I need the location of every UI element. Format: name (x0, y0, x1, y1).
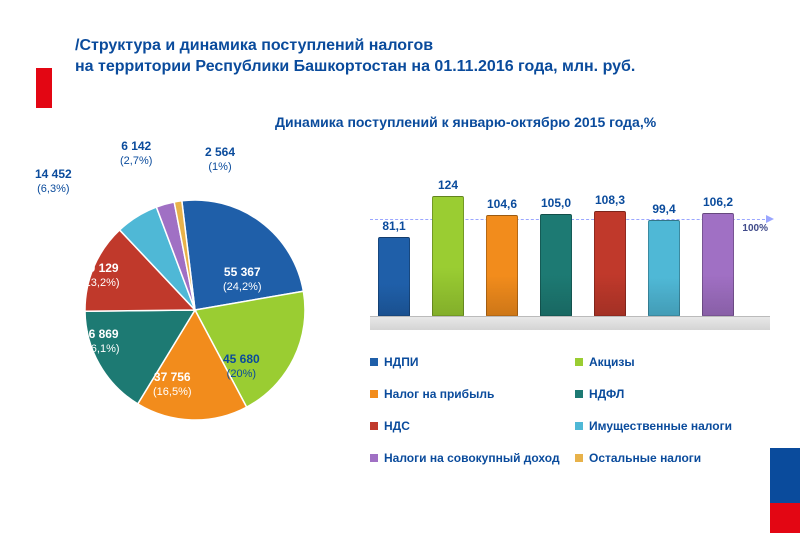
legend-item-n4: НДФЛ (575, 387, 770, 401)
bar-n6 (648, 220, 680, 316)
legend-swatch-n6 (575, 422, 583, 430)
bar-label-n1: 81,1 (369, 219, 419, 233)
bar-label-n5: 108,3 (585, 193, 635, 207)
title-line-2: на территории Республики Башкортостан на… (75, 57, 635, 78)
legend-swatch-n1 (370, 358, 378, 366)
accent-bar (36, 68, 52, 108)
legend-label-n7: Налоги на совокупный доход (384, 451, 560, 465)
legend-swatch-n4 (575, 390, 583, 398)
bar-chart: 100% 81,1 124 104,6 105,0 108,3 99,4 106,2 (370, 160, 770, 330)
legend-swatch-n3 (370, 390, 378, 398)
bar-label-n3: 104,6 (477, 197, 527, 211)
legend-label-n6: Имущественные налоги (589, 419, 732, 433)
pie-label-n2: 45 680(20%) (223, 353, 260, 381)
pie-slice-n4 (85, 310, 195, 404)
bar-n5 (594, 211, 626, 316)
legend-item-n7: Налоги на совокупный доход (370, 451, 565, 465)
legend-label-n2: Акцизы (589, 355, 635, 369)
legend-item-n8: Остальные налоги (575, 451, 770, 465)
pie-slice-n7 (156, 202, 195, 310)
legend-label-n3: Налог на прибыль (384, 387, 494, 401)
title-line-1: /Структура и динамика поступлений налого… (75, 36, 635, 57)
page-title: /Структура и динамика поступлений налого… (75, 36, 635, 78)
pie-label-n8: 2 564(1%) (205, 146, 235, 174)
bar-n3 (486, 215, 518, 316)
bar-label-n7: 106,2 (693, 195, 743, 209)
pie-label-n3: 37 756(16,5%) (153, 371, 192, 399)
pie-chart: 55 367(24,2%) 45 680(20%) 37 756(16,5%) 36 … (65, 170, 325, 430)
pie-slice-n2 (195, 291, 305, 407)
pie-slice-n8 (174, 201, 195, 310)
bar-n4 (540, 214, 572, 316)
bar-chart-title: Динамика поступлений к январю-октябрю 20… (275, 114, 656, 130)
legend-item-n5: НДС (370, 419, 565, 433)
legend: НДПИ Акцизы Налог на прибыль НДФЛ НДС Имущест… (370, 355, 770, 465)
reference-line-label: 100% (742, 223, 768, 234)
pie-label-n6: 14 452(6,3%) (35, 168, 72, 196)
bar-n1 (378, 237, 410, 316)
legend-label-n1: НДПИ (384, 355, 418, 369)
legend-swatch-n7 (370, 454, 378, 462)
legend-item-n6: Имущественные налоги (575, 419, 770, 433)
pie-slice-n6 (120, 207, 195, 310)
bar-n2 (432, 196, 464, 316)
bar-label-n2: 124 (423, 178, 473, 192)
pie-slice-n1 (182, 200, 304, 310)
pie-label-n4: 36 869(16,1%) (81, 328, 120, 356)
bar-floor (370, 316, 770, 330)
bar-n7 (702, 213, 734, 316)
pie-svg (65, 170, 325, 430)
legend-item-n1: НДПИ (370, 355, 565, 369)
legend-swatch-n2 (575, 358, 583, 366)
legend-label-n5: НДС (384, 419, 410, 433)
flag-accent (770, 448, 800, 533)
pie-label-n1: 55 367(24,2%) (223, 266, 262, 294)
pie-slice-n3 (138, 310, 247, 420)
bar-label-n6: 99,4 (639, 202, 689, 216)
legend-label-n8: Остальные налоги (589, 451, 701, 465)
legend-swatch-n5 (370, 422, 378, 430)
pie-label-n7: 6 142(2,7%) (120, 140, 152, 168)
legend-swatch-n8 (575, 454, 583, 462)
pie-label-n5: 30 129(13,2%) (81, 262, 120, 290)
legend-item-n3: Налог на прибыль (370, 387, 565, 401)
legend-item-n2: Акцизы (575, 355, 770, 369)
bar-label-n4: 105,0 (531, 196, 581, 210)
legend-label-n4: НДФЛ (589, 387, 624, 401)
pie-slice-n5 (85, 230, 195, 311)
